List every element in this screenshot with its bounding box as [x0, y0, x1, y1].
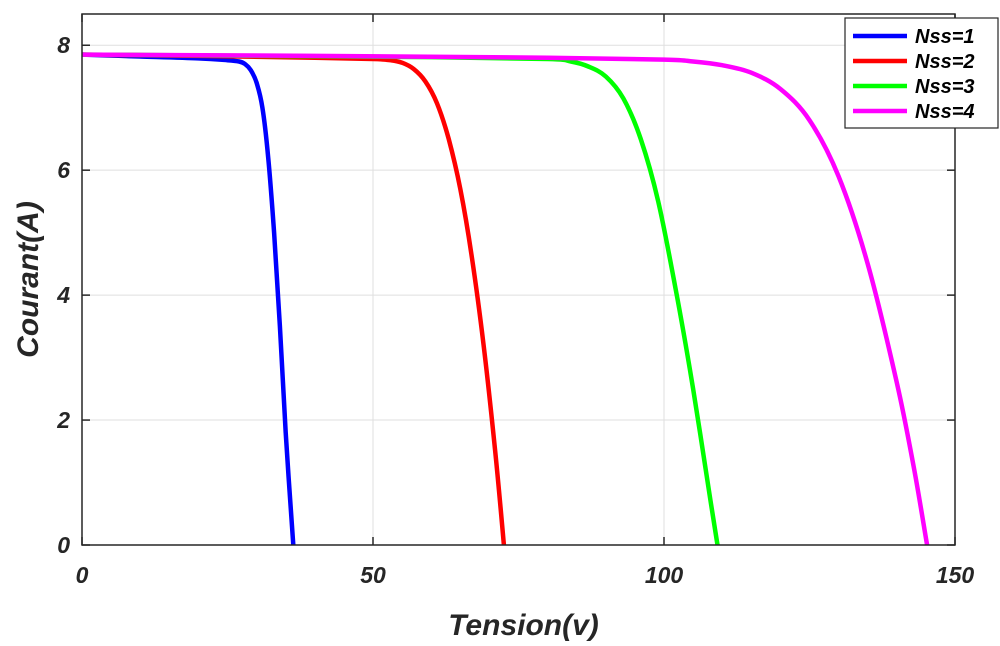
series-layer — [81, 52, 930, 546]
ticks: 0 50 100 150 0 2 4 6 8 — [56, 14, 974, 588]
y-tick-label: 8 — [57, 32, 70, 58]
x-tick-label: 100 — [645, 562, 684, 588]
plot-area — [82, 14, 955, 545]
y-tick-label: 6 — [57, 157, 70, 183]
plot-frame — [81, 13, 956, 546]
series-line-nss-1 — [81, 52, 296, 546]
legend-label: Nss=4 — [915, 101, 975, 123]
grid — [82, 14, 955, 545]
legend: Nss=1 Nss=2 Nss=3 Nss=4 — [844, 17, 999, 129]
series-line-nss-4 — [81, 52, 930, 546]
y-tick-label: 2 — [56, 407, 70, 433]
legend-label: Nss=1 — [915, 26, 975, 48]
legend-label: Nss=3 — [915, 76, 975, 98]
x-tick-label: 0 — [76, 562, 89, 588]
x-tick-label: 50 — [360, 562, 386, 588]
y-tick-label: 0 — [57, 532, 70, 558]
x-axis-title: Tension(v) — [448, 609, 599, 641]
x-tick-label: 150 — [936, 562, 975, 588]
y-axis-title: Courant(A) — [12, 201, 45, 358]
legend-label: Nss=2 — [915, 51, 975, 73]
y-tick-label: 4 — [56, 282, 70, 308]
